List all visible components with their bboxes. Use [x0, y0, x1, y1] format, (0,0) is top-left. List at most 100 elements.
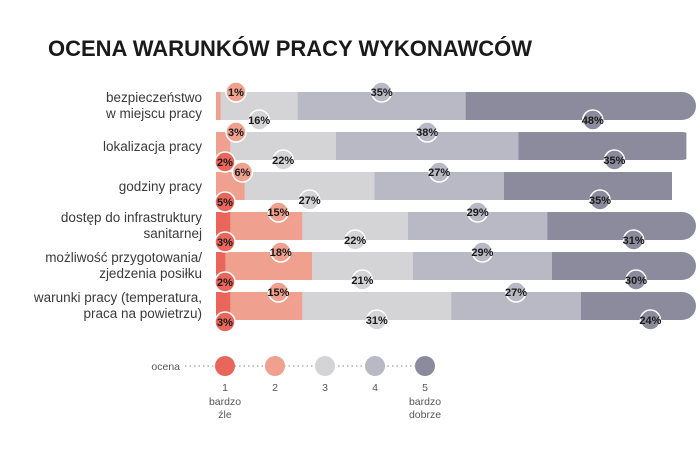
data-label: 21%: [351, 275, 373, 287]
data-label-marker: [267, 281, 290, 303]
legend-swatch: [265, 356, 285, 376]
data-label: 3%: [228, 127, 244, 139]
bar-row: [216, 92, 696, 120]
data-label: 31%: [623, 235, 645, 247]
data-label: 15%: [267, 287, 289, 299]
bar-segment: [518, 132, 687, 160]
data-label-marker: [214, 151, 236, 173]
data-label-marker: [505, 281, 527, 303]
data-label-marker: [603, 149, 626, 171]
bar-row: [216, 252, 696, 280]
legend-title: ocena: [151, 361, 180, 373]
data-label-marker: [231, 161, 254, 183]
data-label-marker: [270, 241, 292, 263]
category-label: możliwość przygotowania/zjedzenia posiłk…: [45, 250, 202, 281]
data-label: 2%: [217, 277, 233, 289]
data-label: 35%: [371, 87, 393, 99]
legend-value: 4: [372, 382, 378, 394]
data-label: 22%: [272, 155, 294, 167]
category-label: warunki pracy (temperatura, praca na powi…: [33, 290, 202, 321]
bar-segment: [216, 92, 221, 120]
data-label: 48%: [582, 115, 604, 127]
bar-segment: [216, 252, 226, 280]
legend-swatch: [315, 356, 335, 376]
legend-note: bardzo: [209, 396, 241, 408]
data-label: 31%: [366, 315, 388, 327]
data-label: 5%: [217, 197, 233, 209]
bar-segment: [465, 92, 696, 120]
chart-title: OCENA WARUNKÓW PRACY WYKONAWCÓW: [48, 36, 532, 61]
data-label-marker: [582, 109, 604, 131]
data-label-marker: [351, 269, 374, 291]
data-label: 22%: [344, 235, 366, 247]
data-label: 15%: [267, 207, 289, 219]
data-label-marker: [370, 81, 393, 103]
bar-segment: [230, 292, 303, 320]
data-label: 18%: [270, 247, 292, 259]
bar-segment: [225, 252, 312, 280]
data-label: 3%: [217, 317, 233, 329]
category-label: dostęp do infrastruktury sanitarnej: [61, 210, 202, 241]
data-label: 27%: [505, 287, 527, 299]
category-label: lokalizacja pracy: [103, 139, 202, 154]
data-label-marker: [466, 201, 489, 223]
bars-group: [216, 92, 696, 320]
data-label-marker: [428, 161, 450, 183]
legend-swatch: [415, 356, 435, 376]
data-label-marker: [416, 121, 438, 143]
legend-swatch: [215, 356, 235, 376]
legend-swatch: [365, 356, 385, 376]
legend-value: 1: [222, 382, 228, 394]
data-label: 16%: [248, 115, 270, 127]
data-label: 3%: [217, 237, 233, 249]
category-label: bezpieczeństwo w miejscu pracy: [105, 90, 202, 121]
data-label-marker: [366, 309, 388, 331]
bar-segment: [230, 212, 303, 240]
data-label: 27%: [299, 195, 321, 207]
data-label: 1%: [228, 87, 244, 99]
legend-note: źle: [218, 409, 232, 421]
data-label-marker: [214, 311, 236, 333]
legend-note: dobrze: [409, 409, 441, 421]
data-label-marker: [214, 271, 236, 293]
data-label-marker: [267, 201, 290, 223]
data-label-marker: [622, 229, 645, 251]
bar-row: [216, 292, 696, 320]
data-label-marker: [225, 81, 247, 103]
data-label: 38%: [416, 127, 438, 139]
data-label: 30%: [625, 275, 647, 287]
data-label-marker: [589, 189, 611, 211]
legend-value: 2: [272, 382, 278, 394]
data-label: 35%: [589, 195, 611, 207]
data-label-marker: [272, 149, 294, 171]
data-label: 27%: [428, 167, 450, 179]
data-label-marker: [214, 231, 236, 253]
data-label-marker: [344, 229, 366, 251]
legend-note: bardzo: [409, 396, 441, 408]
data-label: 29%: [467, 207, 489, 219]
data-label-marker: [298, 189, 321, 211]
data-label: 6%: [234, 167, 250, 179]
legend-value: 5: [422, 382, 428, 394]
data-label-marker: [639, 309, 662, 331]
data-label: 24%: [639, 315, 661, 327]
data-label-marker: [625, 269, 647, 291]
data-labels: 1% 16% 35% 48% 2% 3% 22% 38% 35% 5% 6% 27% 27% 35% 3% 1…: [214, 81, 662, 333]
data-label: 35%: [603, 155, 625, 167]
data-label: 29%: [471, 247, 493, 259]
data-label-marker: [471, 241, 494, 263]
bar-segment: [552, 252, 696, 280]
legend-value: 3: [322, 382, 328, 394]
bar-row: [216, 172, 672, 200]
data-label: 2%: [217, 157, 233, 169]
bar-segment: [504, 172, 672, 200]
category-labels: bezpieczeństwo w miejscu pracy lokalizacja…: [33, 90, 202, 321]
bar-segment: [547, 212, 696, 240]
bar-segment: [580, 292, 696, 320]
category-label: godziny pracy: [119, 179, 203, 194]
data-label-marker: [214, 191, 236, 213]
data-label-marker: [225, 121, 247, 143]
data-label-marker: [248, 109, 270, 131]
